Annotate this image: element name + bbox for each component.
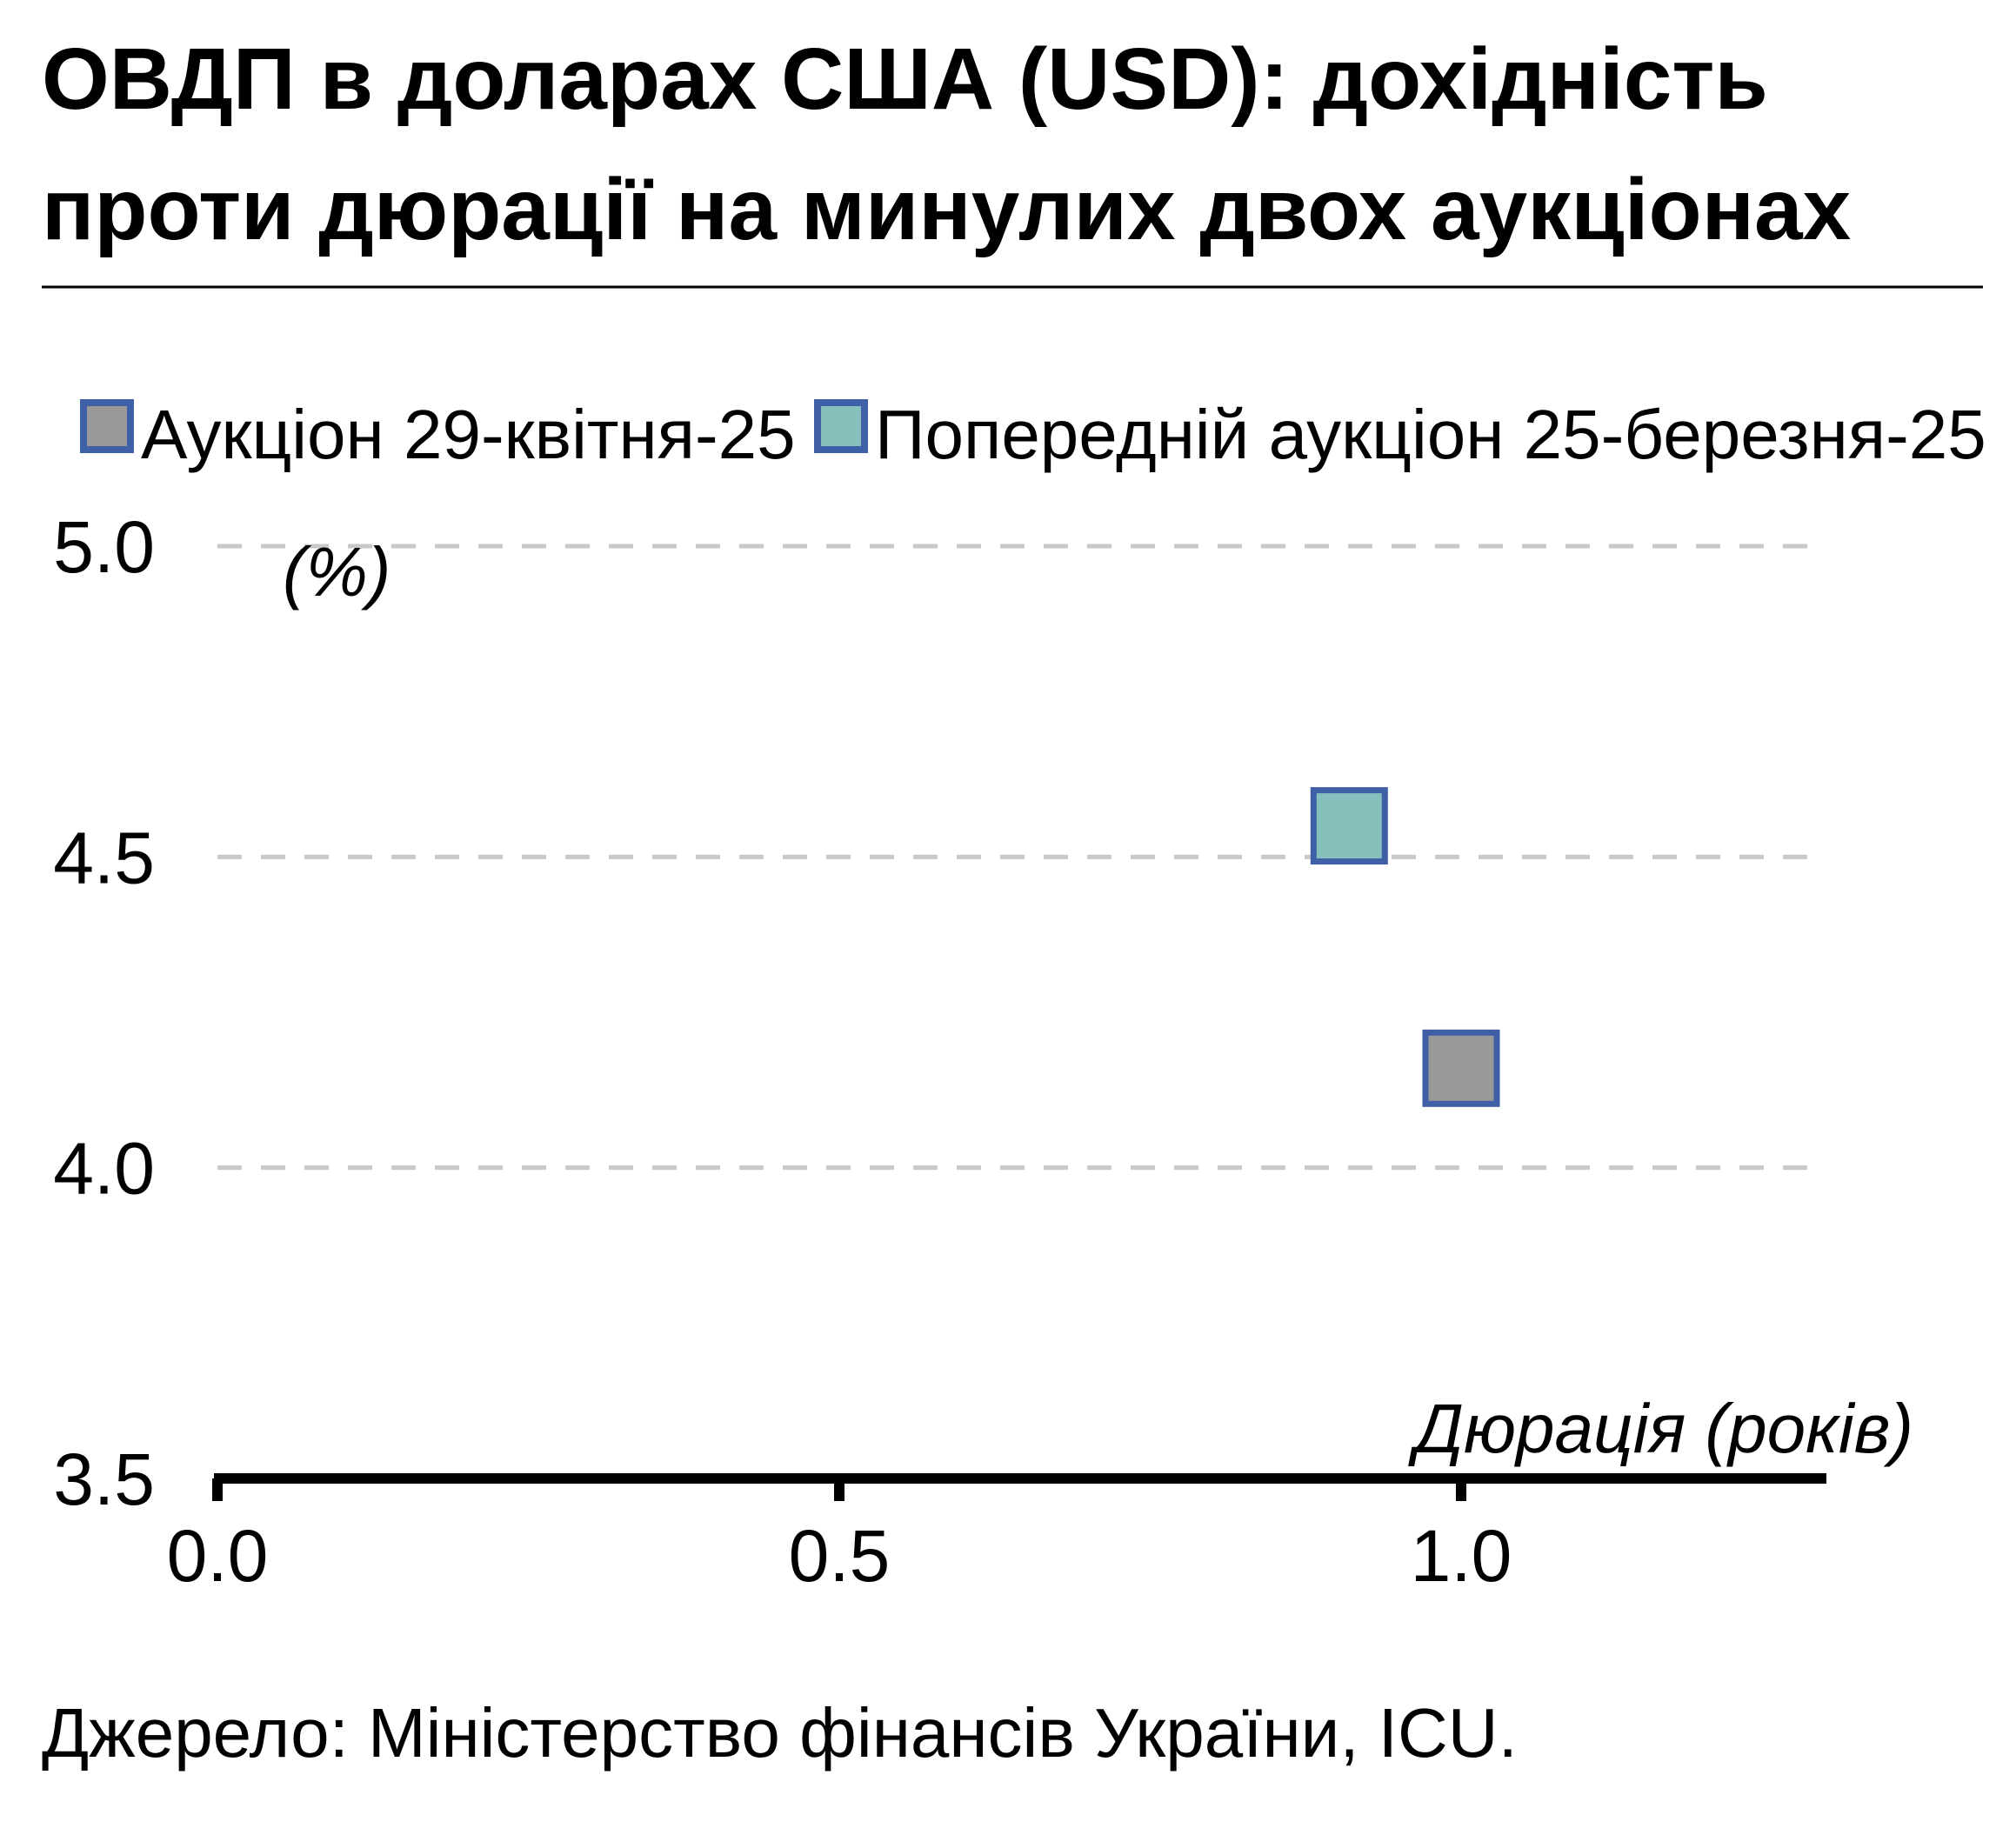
chart-title-line-1: ОВДП в доларах США (USD): дохідність	[42, 30, 1768, 128]
x-axis	[212, 1473, 1826, 1501]
chart-legend: Аукціон 29-квітня-25 Попередній аукціон …	[80, 396, 1986, 473]
x-axis-tick-labels: 0.0 0.5 1.0	[167, 1515, 1512, 1597]
x-axis-title: Дюрація (років)	[1407, 1390, 1913, 1467]
grid-layer	[217, 544, 1826, 1171]
y-axis-tick-labels: 5.0 4.5 4.0 3.5	[53, 506, 155, 1520]
marker-series-1-point-0	[1310, 787, 1388, 865]
source-note: Джерело: Міністерство фінансів України, …	[42, 1694, 1518, 1772]
legend-swatch-current	[80, 399, 134, 453]
y-tick-label-3: 3.5	[53, 1438, 155, 1520]
legend-label-current: Аукціон 29-квітня-25	[141, 396, 796, 473]
x-tick-label-0: 0.0	[167, 1515, 269, 1597]
legend-label-previous: Попередній аукціон 25-березня-25	[875, 396, 1986, 473]
y-axis-unit-label: (%)	[283, 533, 391, 611]
x-tick-label-2: 1.0	[1411, 1515, 1512, 1597]
y-tick-label-0: 5.0	[53, 506, 155, 588]
data-markers	[1310, 787, 1500, 1107]
legend-swatch-previous	[814, 399, 868, 453]
marker-series-0-point-0	[1422, 1029, 1500, 1107]
y-tick-label-2: 4.0	[53, 1128, 155, 1210]
chart-title-line-2: проти дюрації на минулих двох аукціонах	[42, 161, 1851, 258]
y-tick-label-1: 4.5	[53, 817, 155, 898]
x-tick-label-1: 0.5	[789, 1515, 891, 1597]
